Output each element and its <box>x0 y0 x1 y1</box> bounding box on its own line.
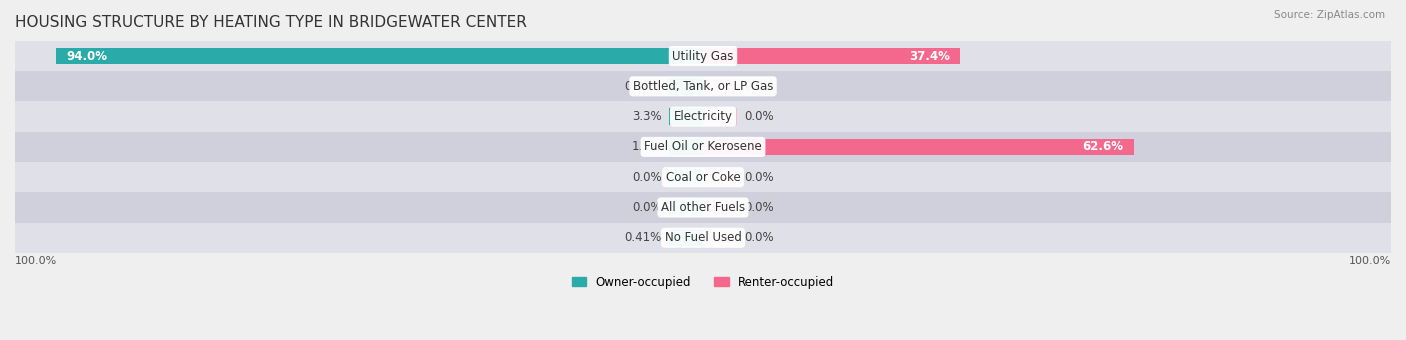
Text: 0.0%: 0.0% <box>744 171 773 184</box>
Legend: Owner-occupied, Renter-occupied: Owner-occupied, Renter-occupied <box>567 271 839 294</box>
Text: 37.4%: 37.4% <box>910 50 950 63</box>
Bar <box>15 71 1391 101</box>
Text: Bottled, Tank, or LP Gas: Bottled, Tank, or LP Gas <box>633 80 773 93</box>
Text: All other Fuels: All other Fuels <box>661 201 745 214</box>
Text: HOUSING STRUCTURE BY HEATING TYPE IN BRIDGEWATER CENTER: HOUSING STRUCTURE BY HEATING TYPE IN BRI… <box>15 15 527 30</box>
Bar <box>15 192 1391 223</box>
Text: No Fuel Used: No Fuel Used <box>665 231 741 244</box>
Bar <box>15 223 1391 253</box>
Bar <box>669 78 703 95</box>
Bar <box>669 230 703 246</box>
Text: 1.5%: 1.5% <box>631 140 662 153</box>
Text: 100.0%: 100.0% <box>15 256 58 266</box>
Bar <box>703 48 960 64</box>
Bar <box>669 199 703 216</box>
Text: 3.3%: 3.3% <box>633 110 662 123</box>
Text: Electricity: Electricity <box>673 110 733 123</box>
Text: 0.0%: 0.0% <box>744 80 773 93</box>
Bar <box>669 169 703 186</box>
Text: 0.41%: 0.41% <box>624 231 662 244</box>
Bar <box>15 162 1391 192</box>
Bar <box>15 41 1391 71</box>
Text: Coal or Coke: Coal or Coke <box>665 171 741 184</box>
Bar <box>15 101 1391 132</box>
Bar <box>703 199 737 216</box>
Text: 0.0%: 0.0% <box>744 110 773 123</box>
Text: Utility Gas: Utility Gas <box>672 50 734 63</box>
Bar <box>703 169 737 186</box>
Text: 0.0%: 0.0% <box>633 171 662 184</box>
Text: 0.87%: 0.87% <box>624 80 662 93</box>
Bar <box>703 108 737 125</box>
Text: Fuel Oil or Kerosene: Fuel Oil or Kerosene <box>644 140 762 153</box>
Text: 0.0%: 0.0% <box>744 231 773 244</box>
Bar <box>56 48 703 64</box>
Bar <box>703 139 1133 155</box>
Text: 100.0%: 100.0% <box>1348 256 1391 266</box>
Text: 0.0%: 0.0% <box>744 201 773 214</box>
Text: Source: ZipAtlas.com: Source: ZipAtlas.com <box>1274 10 1385 20</box>
Bar <box>703 78 737 95</box>
Bar <box>15 132 1391 162</box>
Bar <box>669 108 703 125</box>
Bar <box>703 230 737 246</box>
Text: 0.0%: 0.0% <box>633 201 662 214</box>
Text: 94.0%: 94.0% <box>66 50 108 63</box>
Bar <box>669 139 703 155</box>
Text: 62.6%: 62.6% <box>1083 140 1123 153</box>
